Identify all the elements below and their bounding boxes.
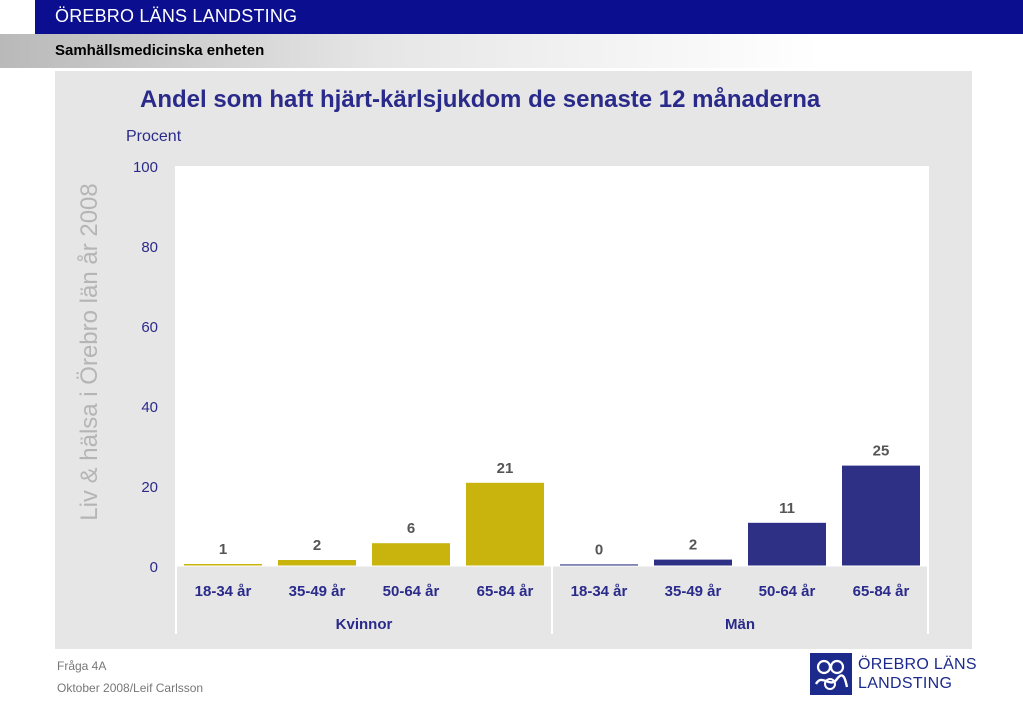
bar — [560, 564, 638, 566]
y-tick-label: 60 — [141, 319, 158, 336]
data-label: 25 — [873, 443, 890, 460]
bar — [372, 543, 450, 566]
y-tick-label: 100 — [133, 159, 158, 176]
data-label: 2 — [689, 537, 697, 554]
logo-line-2: LANDSTING — [858, 675, 953, 692]
org-name: ÖREBRO LÄNS LANDSTING — [55, 6, 298, 26]
data-label: 21 — [497, 460, 514, 477]
chart-title: Andel som haft hjärt-kärlsjukdom de sena… — [140, 86, 821, 113]
data-label: 1 — [219, 541, 227, 558]
bar — [466, 482, 544, 566]
x-tick-label: 35-49 år — [289, 583, 346, 600]
x-tick-label: 50-64 år — [759, 583, 816, 600]
y-tick-label: 80 — [141, 239, 158, 256]
x-tick-label: 35-49 år — [665, 583, 722, 600]
x-tick-label: 18-34 år — [195, 583, 252, 600]
logo-line-1: ÖREBRO LÄNS — [858, 656, 977, 673]
bar — [748, 522, 826, 566]
logo-emblem-icon — [810, 653, 852, 695]
y-tick-label: 0 — [150, 559, 158, 576]
x-tick-label: 18-34 år — [571, 583, 628, 600]
x-tick-label: 65-84 år — [477, 583, 534, 600]
data-label: 11 — [779, 500, 795, 517]
y-axis-label: Procent — [126, 128, 182, 145]
bar — [184, 564, 262, 566]
data-label: 0 — [595, 541, 603, 558]
y-tick-label: 40 — [141, 399, 158, 416]
group-label: Kvinnor — [336, 616, 393, 633]
subheader-bar: Samhällsmedicinska enheten — [0, 34, 1023, 68]
footer-credit: Oktober 2008/Leif Carlsson — [57, 681, 204, 695]
group-label: Män — [725, 616, 755, 633]
header-bar: ÖREBRO LÄNS LANDSTING — [35, 0, 1023, 34]
landsting-logo: ÖREBRO LÄNS LANDSTING — [810, 653, 980, 697]
bar — [842, 465, 920, 566]
y-tick-label: 20 — [141, 479, 158, 496]
x-tick-label: 65-84 år — [853, 583, 910, 600]
x-tick-label: 50-64 år — [383, 583, 440, 600]
data-label: 6 — [407, 520, 415, 537]
unit-name: Samhällsmedicinska enheten — [55, 42, 265, 59]
data-label: 2 — [313, 537, 321, 554]
footer-question: Fråga 4A — [57, 659, 107, 673]
plot-area — [176, 166, 928, 566]
bar — [654, 559, 732, 566]
bar — [278, 560, 356, 566]
